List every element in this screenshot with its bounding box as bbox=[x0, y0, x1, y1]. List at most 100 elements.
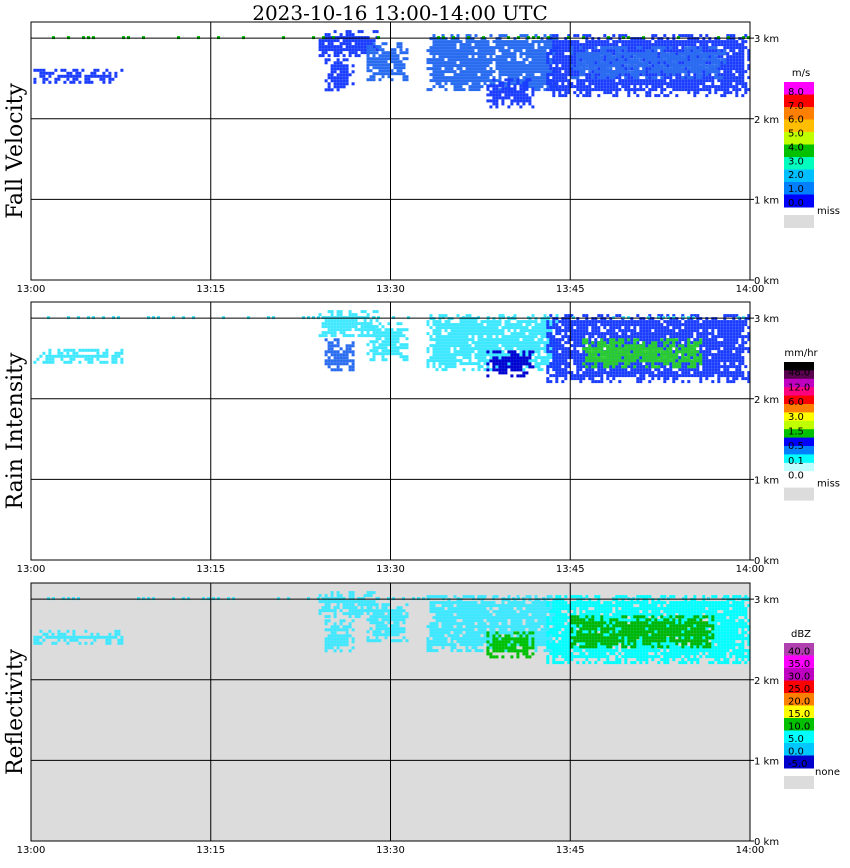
echo-region bbox=[324, 338, 355, 372]
echo-region bbox=[33, 68, 124, 84]
x-tick-label: 14:00 bbox=[736, 845, 765, 856]
colorbar-swatch bbox=[784, 387, 814, 397]
colorbar-missing-label: miss bbox=[817, 479, 840, 490]
colorbar-swatch bbox=[784, 370, 814, 380]
colorbar-swatch bbox=[784, 471, 814, 481]
y-tick-label: 3 km bbox=[754, 314, 779, 325]
colorbar-swatch bbox=[784, 446, 814, 455]
colorbar-swatch bbox=[784, 420, 814, 430]
x-tick-label: 13:15 bbox=[196, 845, 225, 856]
y-tick-label: 2 km bbox=[754, 676, 779, 687]
echo-region bbox=[486, 78, 535, 109]
colorbar-swatch bbox=[784, 144, 814, 158]
colorbar-label: 40.0 bbox=[788, 647, 810, 658]
echo-region bbox=[366, 322, 409, 362]
colorbar-swatch bbox=[784, 680, 814, 694]
x-tick-label: 13:00 bbox=[17, 284, 46, 295]
echo-region bbox=[570, 615, 715, 649]
panel-1: 13:00 13:15 13:30 13:45 14:000 km 1 km 2 km 3 k… bbox=[3, 301, 840, 575]
colorbar-label: -5.0 bbox=[788, 759, 808, 770]
y-tick-label: 3 km bbox=[754, 34, 779, 45]
colorbar-swatch bbox=[784, 655, 814, 669]
colorbar-swatch bbox=[784, 718, 814, 731]
colorbar-swatch bbox=[784, 82, 814, 95]
colorbar-label: 5.0 bbox=[788, 129, 804, 140]
plot-frame bbox=[30, 582, 751, 842]
echo-region bbox=[486, 631, 535, 659]
x-tick-label: 13:00 bbox=[17, 845, 46, 856]
colorbar-swatch bbox=[784, 362, 814, 371]
colorbar-swatch bbox=[784, 454, 814, 464]
colorbar-label: 15.0 bbox=[788, 709, 810, 720]
colorbar-label: 3.0 bbox=[788, 156, 804, 167]
echo-region bbox=[582, 338, 703, 369]
echo-region bbox=[486, 350, 535, 378]
panel-0: 13:00 13:15 13:30 13:45 14:000 km 1 km 2 km 3 k… bbox=[3, 21, 840, 295]
colorbar-swatch bbox=[784, 429, 814, 439]
colorbar-missing-label: miss bbox=[817, 206, 840, 217]
echo-region bbox=[570, 46, 727, 80]
x-tick-label: 13:45 bbox=[556, 284, 585, 295]
colorbar-label: 4.0 bbox=[788, 142, 804, 153]
plot-frame bbox=[30, 21, 751, 281]
colorbar-label: 1.5 bbox=[788, 427, 804, 438]
y-tick-label: 3 km bbox=[754, 595, 779, 606]
plot-frame bbox=[30, 301, 751, 561]
colorbar-swatch bbox=[784, 412, 814, 422]
panel-ylabel: Fall Velocity bbox=[3, 83, 28, 219]
colorbar: mm/hr 48.0 12.0 6.0 3.0 1.5 0.5 0.1 0.0 miss bbox=[784, 348, 840, 501]
echo-region bbox=[318, 30, 379, 58]
colorbar-label: 10.0 bbox=[788, 722, 810, 733]
colorbar-missing-swatch bbox=[784, 487, 814, 501]
colorbar-swatch bbox=[784, 395, 814, 405]
echo-region bbox=[426, 34, 559, 92]
colorbar-swatch bbox=[784, 462, 814, 472]
x-tick-label: 13:30 bbox=[376, 564, 405, 575]
echo-region bbox=[33, 629, 124, 645]
colorbar-label: 1.0 bbox=[788, 184, 804, 195]
colorbar-label: 0.0 bbox=[788, 471, 804, 482]
echo-region bbox=[426, 595, 559, 653]
y-tick-label: 1 km bbox=[754, 475, 779, 486]
colorbar-swatch bbox=[784, 119, 814, 133]
colorbar-label: 5.0 bbox=[788, 734, 804, 745]
colorbar-label: 35.0 bbox=[788, 659, 810, 670]
x-tick-label: 14:00 bbox=[736, 564, 765, 575]
colorbar-swatch bbox=[784, 107, 814, 120]
colorbar-label: 20.0 bbox=[788, 697, 810, 708]
colorbar: m/s 8.0 7.0 6.0 5.0 4.0 3.0 2.0 1.0 0.0 miss bbox=[784, 68, 840, 228]
colorbar-label: 0.0 bbox=[788, 198, 804, 209]
colorbar-label: 8.0 bbox=[788, 87, 804, 98]
colorbar-label: 25.0 bbox=[788, 684, 810, 695]
colorbar-label: 0.0 bbox=[788, 747, 804, 758]
x-tick-label: 13:15 bbox=[196, 284, 225, 295]
colorbar-unit: mm/hr bbox=[784, 348, 818, 359]
colorbar-unit: m/s bbox=[792, 68, 810, 79]
x-tick-label: 13:45 bbox=[556, 845, 585, 856]
echo-region bbox=[33, 348, 124, 364]
panel-ylabel: Reflectivity bbox=[3, 648, 28, 775]
colorbar-swatch bbox=[784, 437, 814, 447]
colorbar-label: 7.0 bbox=[788, 101, 804, 112]
figure-title: 2023-10-16 13:00-14:00 UTC bbox=[252, 1, 548, 25]
x-tick-label: 13:00 bbox=[17, 564, 46, 575]
colorbar-swatch bbox=[784, 705, 814, 719]
y-tick-label: 0 km bbox=[754, 837, 779, 848]
x-tick-label: 13:30 bbox=[376, 284, 405, 295]
colorbar: dBZ 40.035.0 30.025.0 20.015.0 10.05.0 0.0-5.… bbox=[784, 629, 840, 789]
colorbar-missing-label: none bbox=[815, 767, 840, 778]
colorbar-swatch bbox=[784, 743, 814, 756]
y-tick-label: 2 km bbox=[754, 395, 779, 406]
colorbar-swatch bbox=[784, 643, 814, 656]
colorbar-swatch bbox=[784, 730, 814, 744]
colorbar-missing-swatch bbox=[784, 215, 814, 228]
colorbar-missing-swatch bbox=[784, 776, 814, 789]
colorbar-label: 6.0 bbox=[788, 115, 804, 126]
y-tick-label: 0 km bbox=[754, 556, 779, 567]
echo-region bbox=[366, 42, 409, 82]
x-tick-label: 13:15 bbox=[196, 564, 225, 575]
colorbar-label: 0.5 bbox=[788, 441, 804, 452]
colorbar-unit: dBZ bbox=[791, 629, 811, 640]
colorbar-label: 3.0 bbox=[788, 412, 804, 423]
